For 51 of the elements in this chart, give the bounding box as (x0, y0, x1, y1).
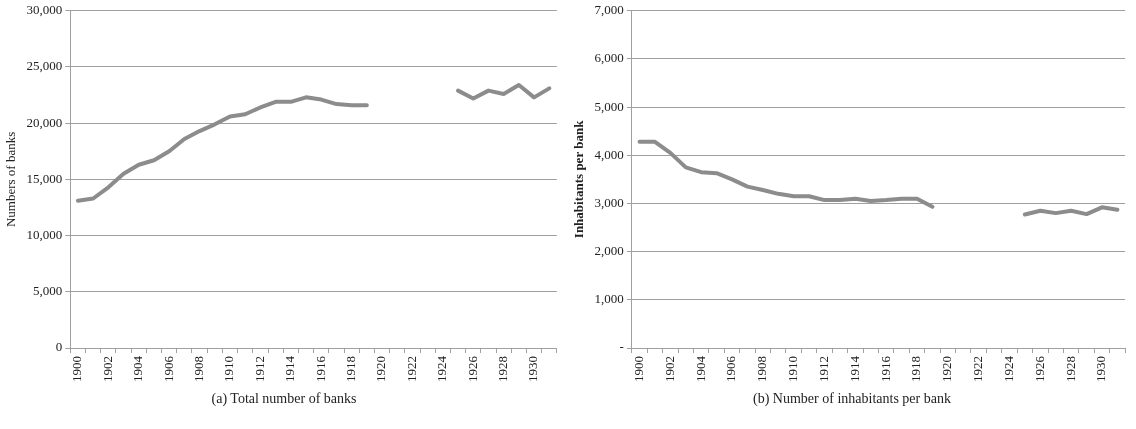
x-tick-label: 1930 (525, 356, 541, 382)
y-tick-label: 5,000 (594, 98, 624, 114)
x-tick-label: 1908 (754, 356, 770, 382)
x-tick-label: 1924 (1000, 355, 1016, 382)
y-axis-title: Inhabitants per bank (571, 119, 587, 239)
y-tick-label: 20,000 (26, 114, 63, 130)
x-tick-label: 1916 (312, 355, 328, 382)
x-tick-label: 1914 (846, 355, 862, 382)
x-tick-label: 1920 (939, 356, 955, 382)
x-tick-label: 1926 (1031, 355, 1047, 382)
x-tick-label: 1916 (877, 355, 893, 382)
x-tick-label: 1920 (373, 356, 389, 382)
x-tick-label: 1922 (403, 356, 419, 382)
y-tick-label: 7,000 (594, 2, 624, 18)
y-tick-label: 10,000 (26, 227, 63, 243)
y-tick-label: - (619, 339, 624, 355)
x-tick-label: 1912 (815, 356, 831, 382)
y-tick-label: 4,000 (594, 146, 624, 162)
x-tick-label: 1930 (1093, 356, 1109, 382)
x-tick-label: 1904 (130, 355, 146, 382)
x-tick-label: 1912 (251, 356, 267, 382)
x-tick-label: 1906 (160, 355, 176, 382)
x-tick-label: 1900 (630, 356, 646, 382)
y-tick-label: 25,000 (26, 58, 63, 74)
x-tick-label: 1902 (99, 356, 115, 382)
x-tick-label: 1902 (661, 356, 677, 382)
x-tick-label: 1926 (464, 355, 480, 382)
x-tick-label: 1918 (908, 356, 924, 382)
y-tick-label: 5,000 (33, 283, 63, 299)
text: (a) Total number of banks (210, 391, 358, 407)
y-tick-label: 15,000 (26, 170, 63, 186)
x-tick-label: 1914 (282, 355, 298, 382)
x-tick-label: 1924 (434, 355, 450, 382)
y-tick-label: 6,000 (594, 50, 624, 66)
x-tick-label: 1900 (69, 356, 85, 382)
x-tick-label: 1918 (343, 356, 359, 382)
x-tick-label: 1910 (221, 356, 237, 382)
y-tick-label: 1,000 (594, 291, 624, 307)
x-tick-label: 1906 (723, 355, 739, 382)
x-tick-label: 1910 (785, 356, 801, 382)
y-axis-title: Numbers of banks (3, 131, 19, 228)
x-tick-label: 1908 (191, 356, 207, 382)
y-tick-label: 30,000 (26, 2, 63, 18)
x-tick-label: 1922 (970, 356, 986, 382)
x-tick-label: 1928 (495, 356, 511, 382)
x-tick-label: 1928 (1062, 356, 1078, 382)
x-tick-label: 1904 (692, 355, 708, 382)
text: (b) Number of inhabitants per bank (752, 391, 952, 407)
y-tick-label: 3,000 (594, 194, 624, 210)
y-tick-label: 2,000 (594, 243, 624, 259)
y-tick-label: 0 (55, 339, 63, 355)
